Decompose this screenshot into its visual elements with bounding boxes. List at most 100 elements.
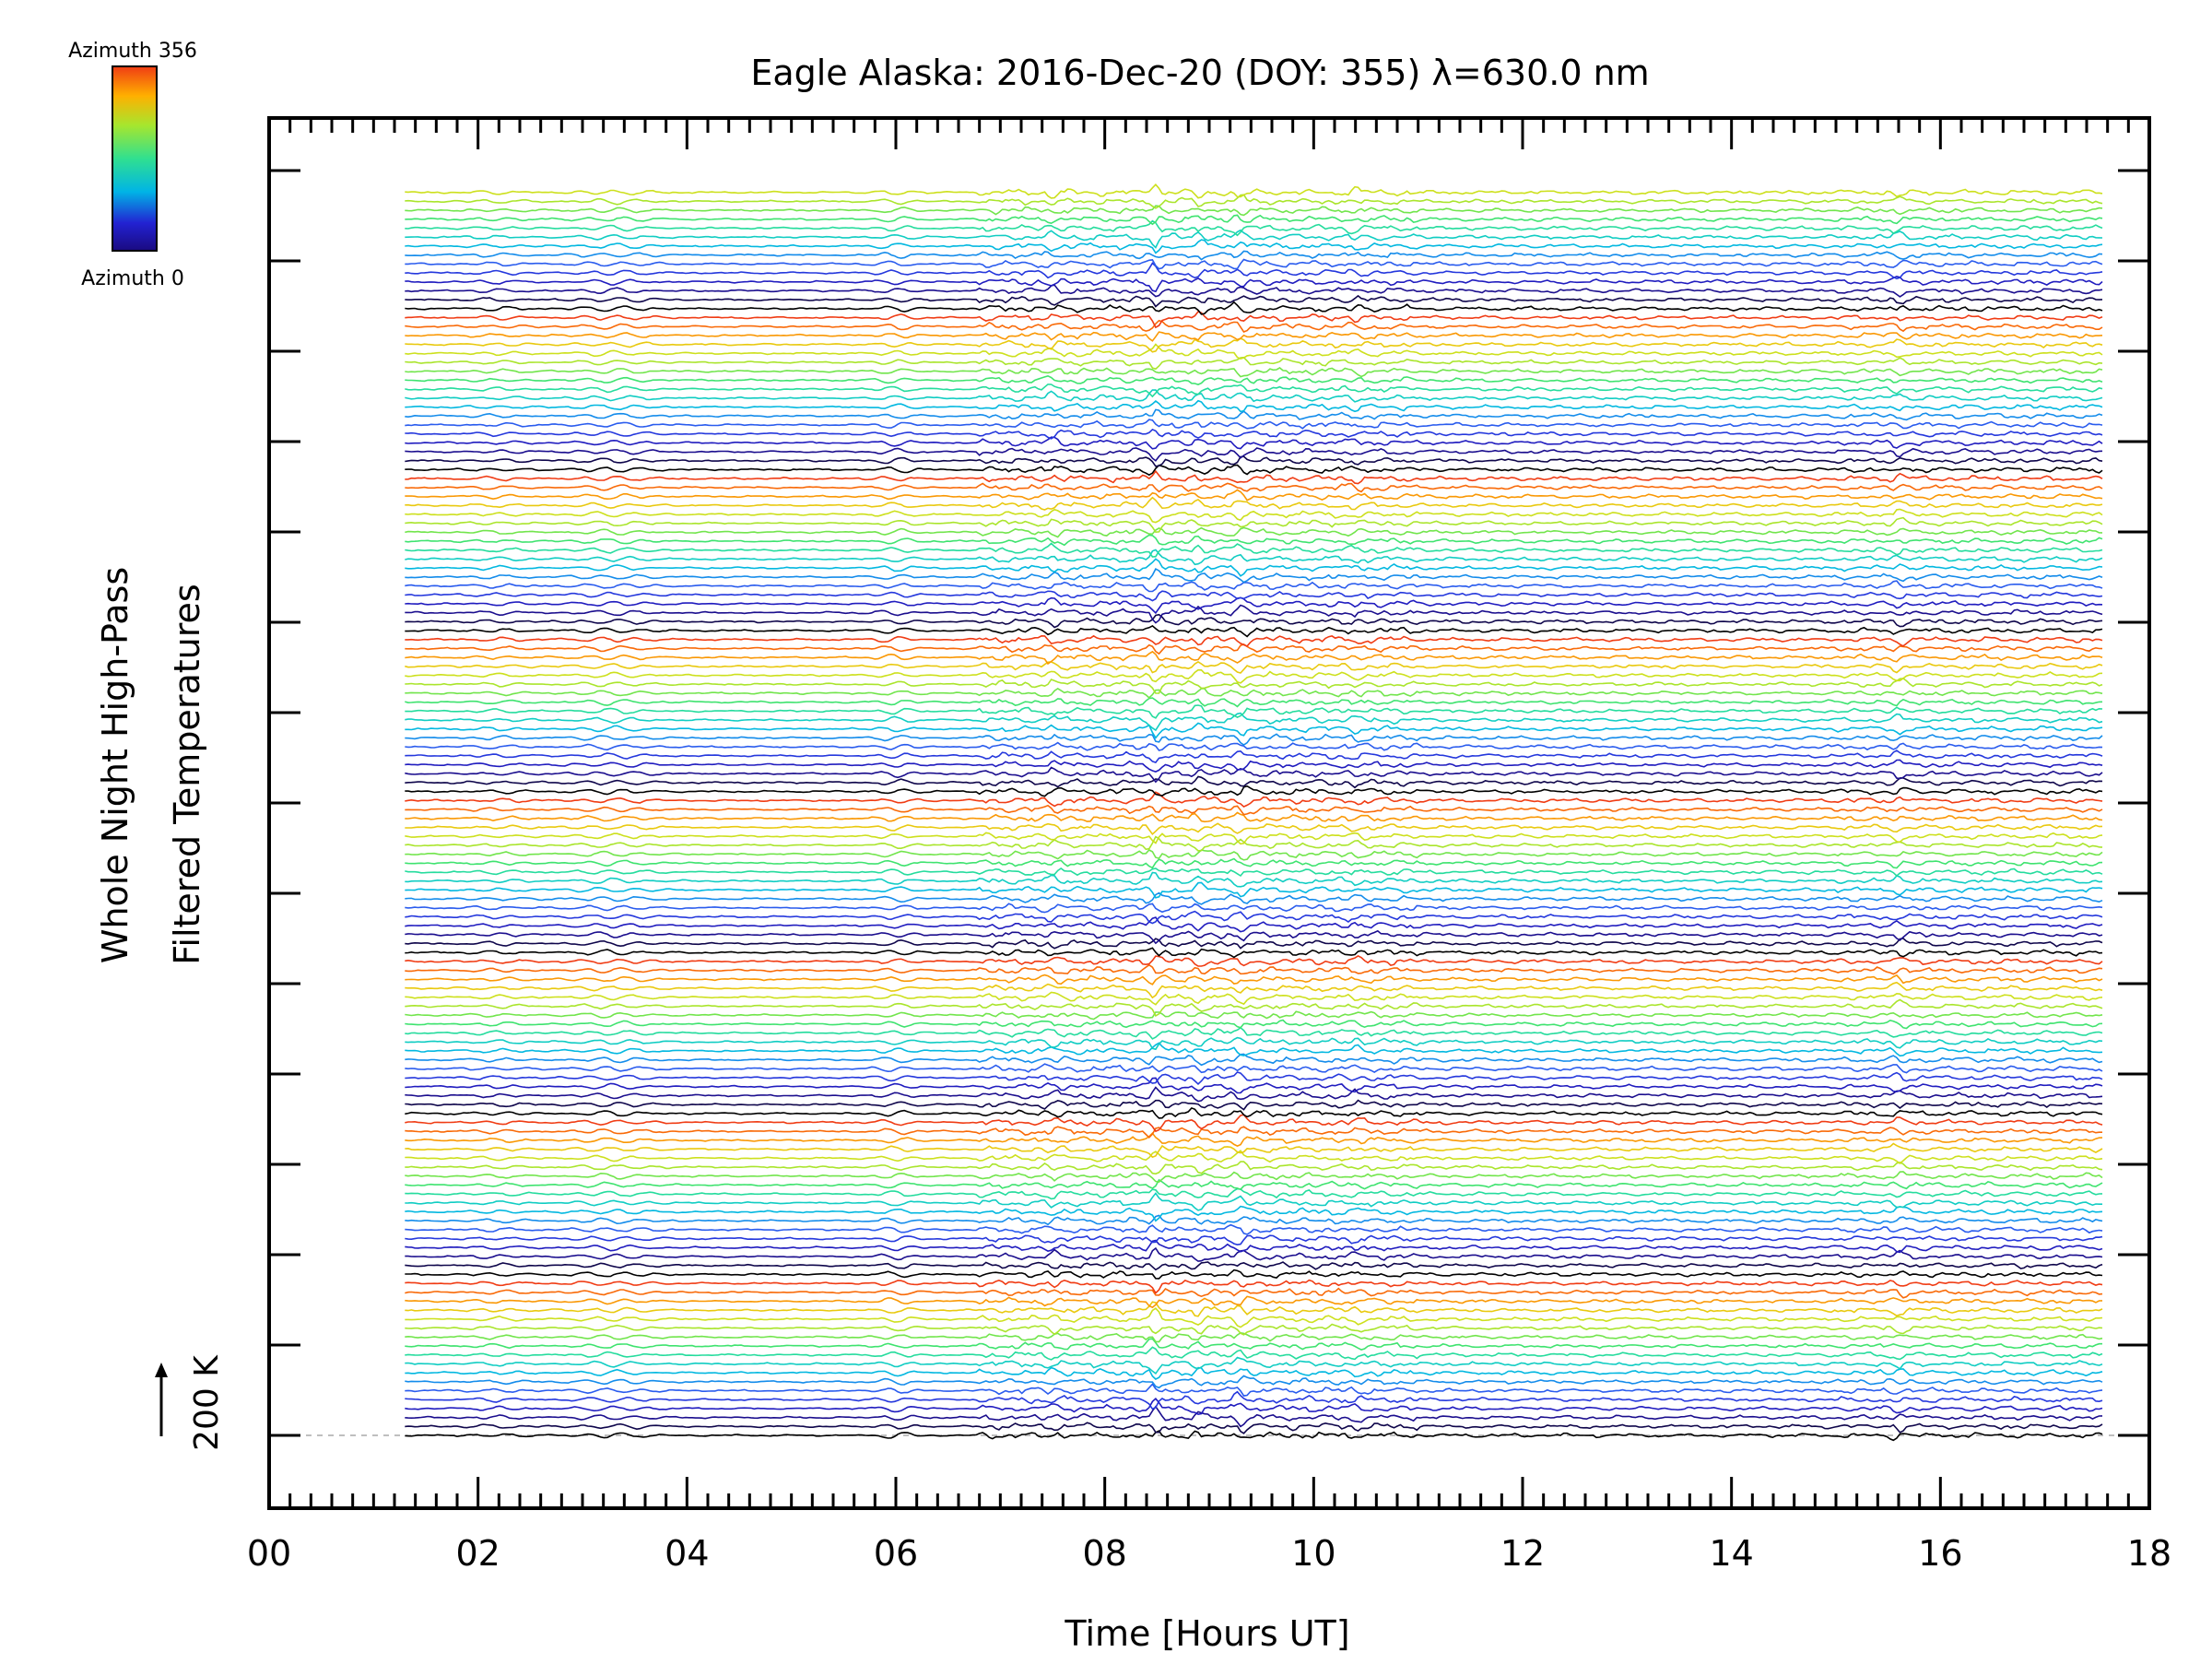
- trace-line: [405, 1161, 2103, 1175]
- trace-line: [405, 1178, 2103, 1191]
- x-tick-label: 08: [1082, 1533, 1126, 1574]
- trace-line: [405, 785, 2103, 797]
- trace-line: [405, 1205, 2103, 1222]
- trace-line: [405, 205, 2103, 217]
- trace-line: [405, 542, 2103, 558]
- trace-line: [405, 1430, 2103, 1442]
- trace-line: [405, 1077, 2103, 1094]
- trace-line: [405, 356, 2103, 371]
- trace-line: [405, 311, 2103, 329]
- trace-line: [405, 367, 2103, 378]
- trace-line: [405, 643, 2103, 655]
- trace-line: [405, 516, 2103, 534]
- trace-line: [405, 1356, 2103, 1375]
- trace-line: [405, 759, 2103, 773]
- trace-line: [405, 981, 2103, 999]
- trace-line: [405, 1187, 2103, 1200]
- trace-line: [405, 275, 2103, 293]
- trace-line: [405, 704, 2103, 719]
- trace-line: [405, 1398, 2103, 1416]
- trace-line: [405, 1142, 2103, 1159]
- trace-line: [405, 596, 2103, 615]
- trace-line: [405, 1042, 2103, 1057]
- x-tick-label: 18: [2127, 1533, 2171, 1574]
- trace-line: [405, 1053, 2103, 1067]
- trace-line: [405, 1126, 2102, 1139]
- trace-line: [405, 624, 2103, 638]
- chart-title: Eagle Alaska: 2016-Dec-20 (DOY: 355) λ=6…: [750, 53, 1649, 93]
- trace-line: [405, 947, 2103, 959]
- trace-line: [405, 1422, 2103, 1434]
- traces: [295, 183, 2129, 1442]
- x-tick-label: 00: [247, 1533, 291, 1574]
- trace-line: [405, 678, 2103, 694]
- trace-line: [405, 634, 2103, 647]
- trace-line: [405, 258, 2103, 270]
- trace-line: [405, 1279, 2103, 1294]
- trace-line: [405, 374, 2103, 385]
- trace-line: [405, 687, 2103, 699]
- trace-line: [405, 910, 2103, 925]
- x-tick-label: 10: [1291, 1533, 1335, 1574]
- trace-line: [405, 881, 2103, 899]
- trace-line: [405, 1071, 2103, 1085]
- trace-line: [405, 1019, 2103, 1030]
- trace-line: [405, 1114, 2103, 1133]
- trace-line: [405, 1010, 2103, 1021]
- trace-line: [405, 722, 2103, 739]
- trace-line: [405, 1099, 2103, 1111]
- trace-line: [405, 891, 2103, 905]
- trace-line: [405, 974, 2103, 985]
- scale-arrow-head: [155, 1363, 168, 1377]
- axis-ticks: [267, 118, 2151, 1508]
- trace-line: [405, 469, 2103, 485]
- trace-line: [405, 1036, 2103, 1051]
- trace-line: [405, 998, 2103, 1018]
- trace-line: [405, 749, 2103, 764]
- trace-line: [405, 613, 2103, 629]
- trace-line: [405, 1261, 2103, 1271]
- trace-line: [405, 733, 2103, 746]
- x-tick-label: 02: [455, 1533, 500, 1574]
- trace-line: [405, 262, 2103, 280]
- trace-line: [405, 1331, 2103, 1343]
- trace-line: [405, 811, 2103, 823]
- trace-line: [405, 775, 2103, 789]
- trace-line: [405, 183, 2103, 199]
- x-tick-labels: 00 02 04 06 08 10 12 14 16 18: [247, 1533, 2171, 1574]
- trace-line: [405, 534, 2103, 547]
- trace-line: [405, 408, 2103, 421]
- trace-line: [405, 1150, 2103, 1165]
- trace-line: [405, 1063, 2103, 1074]
- trace-line: [405, 567, 2103, 584]
- trace-line: [405, 1338, 2102, 1351]
- trace-line: [405, 384, 2103, 398]
- trace-line: [405, 766, 2103, 784]
- trace-line: [405, 1026, 2103, 1040]
- trace-line: [405, 508, 2103, 524]
- trace-line: [405, 558, 2103, 577]
- trace-line: [405, 1405, 2103, 1428]
- x-tick-label: 16: [1918, 1533, 1962, 1574]
- trace-line: [405, 526, 2103, 538]
- trace-line: [405, 482, 2103, 493]
- trace-line: [405, 867, 2103, 878]
- trace-line: [405, 668, 2103, 684]
- x-axis-label: Time [Hours UT]: [1064, 1613, 1349, 1654]
- trace-line: [405, 294, 2103, 308]
- trace-line: [405, 489, 2103, 502]
- trace-line: [405, 399, 2103, 413]
- trace-line: [405, 455, 2103, 467]
- trace-line: [405, 331, 2103, 342]
- colorbar-top-label: Azimuth 356: [68, 40, 197, 63]
- trace-line: [405, 1375, 2103, 1389]
- trace-line: [405, 1223, 2103, 1235]
- x-tick-label: 06: [874, 1533, 918, 1574]
- trace-line: [405, 229, 2103, 249]
- colorbar: [112, 65, 158, 252]
- trace-line: [405, 389, 2103, 403]
- trace-line: [405, 791, 2103, 808]
- trace-line: [405, 1171, 2103, 1183]
- trace-line: [405, 1246, 2103, 1262]
